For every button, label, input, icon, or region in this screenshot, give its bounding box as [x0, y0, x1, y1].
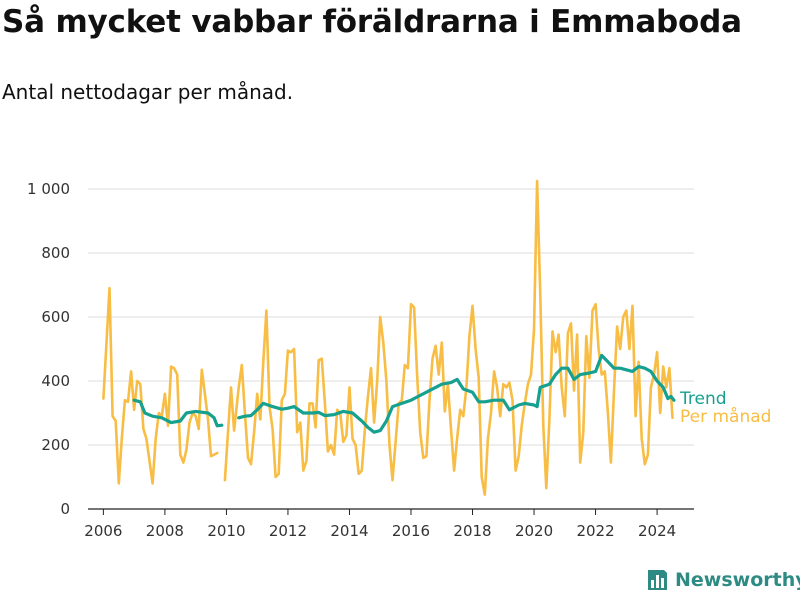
y-tick-label: 800: [41, 244, 70, 262]
y-tick-label: 200: [41, 436, 70, 454]
series-line-per-m-nad: [102, 179, 674, 496]
x-tick-label: 2006: [84, 522, 122, 540]
x-tick-label: 2018: [453, 522, 491, 540]
x-tick-label: 2016: [392, 522, 430, 540]
y-tick-label: 0: [60, 500, 70, 518]
x-tick-label: 2014: [330, 522, 368, 540]
bar-chart-logo-icon: [648, 570, 667, 590]
y-tick-label: 600: [41, 308, 70, 326]
x-tick-label: 2010: [207, 522, 245, 540]
chart-subtitle: Antal nettodagar per månad.: [2, 80, 294, 104]
x-tick-label: 2024: [638, 522, 676, 540]
y-tick-label: 1 000: [27, 180, 70, 198]
x-tick-label: 2008: [146, 522, 184, 540]
y-tick-label: 400: [41, 372, 70, 390]
axes: 0 200 400 600 800 1 000 2006 2008 2010 2012 2014 20…: [27, 180, 694, 540]
legend-label: Trend: [679, 389, 727, 409]
series-line-trend: [132, 353, 676, 434]
newsworthy-logo[interactable]: Newsworthy: [645, 568, 800, 592]
x-tick-label: 2020: [515, 522, 553, 540]
data-series: [102, 179, 676, 496]
brand-name: Newsworthy: [675, 569, 800, 591]
x-tick-label: 2022: [576, 522, 614, 540]
chart-title: Så mycket vabbar föräldrarna i Emmaboda: [2, 4, 742, 40]
x-tick-label: 2012: [269, 522, 307, 540]
legend-label: Per månad: [680, 406, 771, 427]
